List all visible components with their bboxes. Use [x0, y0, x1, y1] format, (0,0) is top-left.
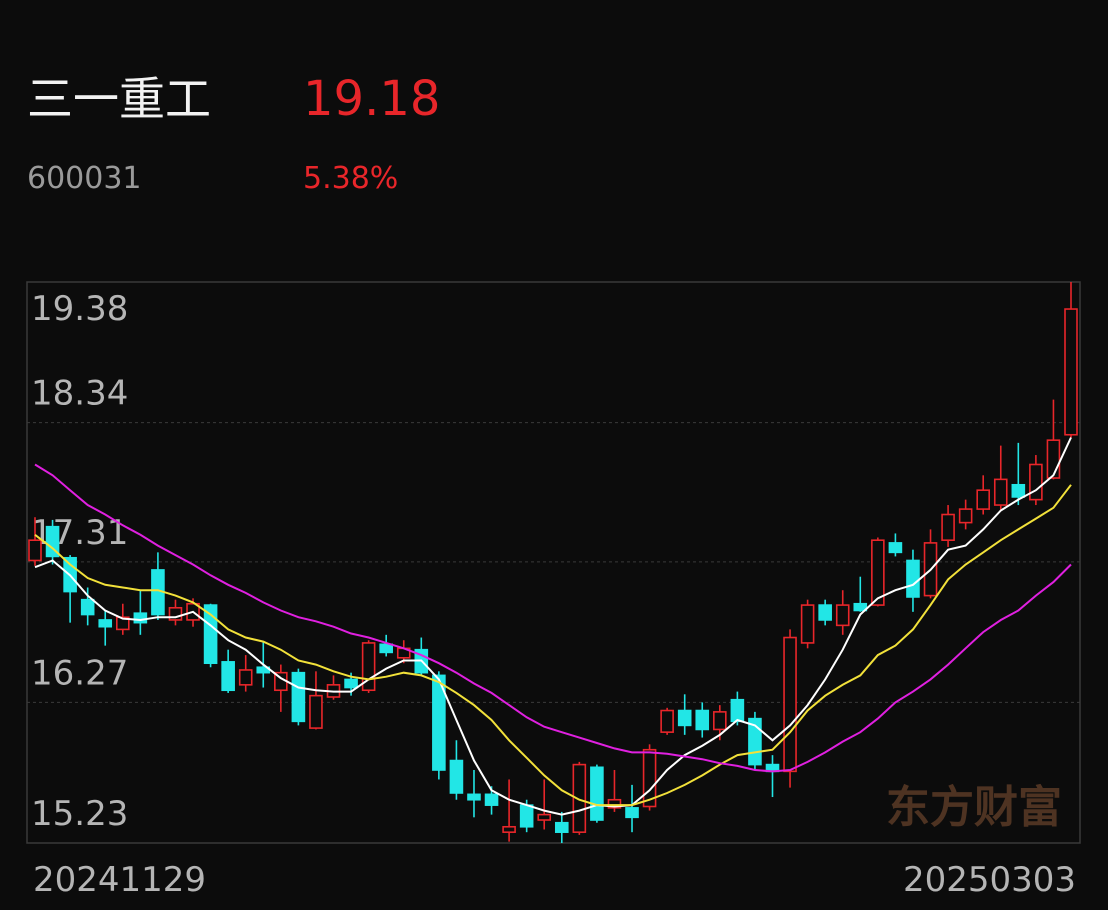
candle-body: [660, 709, 674, 733]
candle-body: [906, 559, 920, 598]
stock-name: 三一重工: [27, 72, 211, 126]
candle-body: [730, 698, 745, 723]
candle-body: [800, 604, 815, 644]
candle-body: [309, 694, 323, 729]
candle-body: [344, 678, 358, 689]
x-tick-label: 20250303: [903, 860, 1076, 900]
candle-body: [1046, 439, 1061, 479]
candle-body: [958, 508, 973, 524]
candle-body: [1064, 308, 1078, 436]
candle-body: [976, 489, 991, 510]
candle-body: [853, 602, 868, 612]
candle-body: [607, 798, 622, 809]
candle-body: [590, 766, 604, 821]
stock-price: 19.18: [303, 71, 440, 127]
candle-body: [1011, 483, 1026, 498]
candle-body: [835, 604, 850, 627]
candle-body: [203, 604, 218, 665]
y-tick-label: 18.34: [31, 374, 128, 414]
candle-body: [291, 671, 306, 723]
candle-body: [888, 542, 903, 554]
candle-body: [133, 612, 148, 624]
candle-body: [502, 825, 516, 833]
candle-body: [98, 619, 113, 628]
candle-body: [80, 598, 95, 616]
candle-body: [818, 604, 832, 621]
candle-body: [432, 674, 446, 771]
stock-change: 5.38%: [303, 161, 398, 196]
candle-body: [572, 763, 587, 833]
candle-body: [537, 813, 552, 821]
candle-body: [1029, 463, 1043, 501]
candle-body: [484, 793, 499, 806]
candle-body: [695, 709, 710, 731]
moving-average-line: [34, 463, 1072, 773]
candle-body: [449, 759, 464, 794]
candle-body: [28, 539, 42, 562]
candle-body: [238, 669, 253, 686]
stock-code: 600031: [27, 161, 142, 196]
candle-body: [554, 821, 569, 833]
candle-body: [379, 643, 393, 654]
moving-average-line: [34, 484, 1072, 807]
y-tick-label: 19.38: [31, 289, 128, 329]
moving-average-line: [34, 437, 1072, 816]
candle-body: [467, 793, 481, 801]
candle-body: [713, 711, 727, 731]
candle-body: [45, 525, 60, 558]
x-tick-label: 20241129: [33, 860, 206, 900]
y-tick-label: 16.27: [31, 653, 128, 693]
candle-body: [115, 616, 130, 631]
candle-body: [677, 709, 692, 727]
chart-frame: [26, 281, 1081, 844]
candle-body: [625, 807, 639, 819]
watermark: 东方财富: [886, 782, 1062, 833]
candle-body: [221, 661, 235, 692]
candle-body: [871, 539, 885, 606]
y-tick-label: 15.23: [31, 794, 128, 834]
candle-body: [993, 478, 1008, 506]
candle-body: [519, 804, 534, 828]
candle-body: [941, 513, 955, 541]
candle-body: [783, 636, 797, 773]
